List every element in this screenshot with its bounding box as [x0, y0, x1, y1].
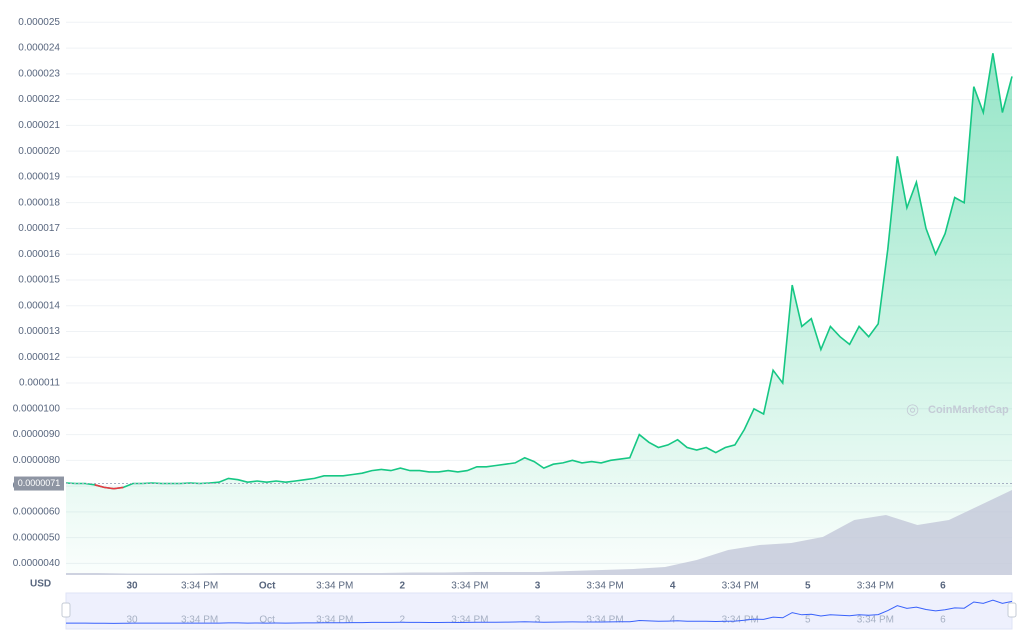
price-area: [66, 53, 1012, 575]
navigator-handle-left[interactable]: [61, 602, 71, 618]
x-tick-label: 3:34 PM: [586, 581, 623, 592]
x-tick-label: Oct: [259, 581, 276, 592]
y-tick-label: 0.000012: [18, 352, 60, 363]
y-tick-label: 0.0000090: [13, 429, 61, 440]
y-tick-label: 0.000015: [18, 275, 60, 286]
x-tick-label: 3:34 PM: [722, 581, 759, 592]
navigator-tick-label: 3:34 PM: [451, 615, 488, 626]
price-line: [65, 53, 1013, 490]
price-line-down: [94, 484, 124, 490]
navigator-tick-label: 2: [400, 615, 406, 626]
baseline-label-box: [14, 476, 64, 491]
y-tick-label: 0.000023: [18, 68, 60, 79]
x-tick-label: 3:34 PM: [316, 581, 353, 592]
x-tick-label: 3: [535, 581, 541, 592]
x-tick-label: 2: [400, 581, 406, 592]
baseline-label: 0.0000071: [18, 478, 61, 488]
y-tick-label: 0.000017: [18, 223, 60, 234]
watermark-icon: ◎: [906, 401, 919, 418]
navigator-line: [66, 599, 1013, 624]
y-tick-label: 0.000016: [18, 249, 60, 260]
navigator-handle-right[interactable]: [1007, 602, 1017, 618]
y-tick-label: 0.000019: [18, 172, 60, 183]
navigator-tick-label: 3:34 PM: [857, 615, 894, 626]
y-tick-label: 0.000022: [18, 94, 60, 105]
plot: [65, 53, 1013, 575]
x-tick-label: 3:34 PM: [451, 581, 488, 592]
navigator-tick-label: 3: [535, 615, 541, 626]
navigator-tick-label: 30: [126, 615, 138, 626]
y-tick-label: 0.0000100: [13, 403, 61, 414]
x-tick-label: 30: [126, 581, 138, 592]
y-tick-label: 0.000025: [18, 17, 60, 28]
x-tick-label: 6: [940, 581, 946, 592]
navigator-tick-label: 3:34 PM: [316, 615, 353, 626]
navigator-tick-label: 5: [805, 615, 811, 626]
x-tick-label: 3:34 PM: [857, 581, 894, 592]
y-tick-label: 0.000020: [18, 146, 60, 157]
volume-area: [66, 490, 1012, 575]
navigator-tick-label: 3:34 PM: [586, 615, 623, 626]
y-tick-label: 0.000013: [18, 326, 60, 337]
y-tick-label: 0.000014: [18, 300, 60, 311]
y-tick-label: 0.0000040: [13, 558, 61, 569]
x-tick-label: 5: [805, 581, 811, 592]
navigator-tick-label: 4: [670, 615, 676, 626]
y-tick-label: 0.000018: [18, 197, 60, 208]
x-tick-label: 4: [670, 581, 676, 592]
navigator-tick-label: 6: [940, 615, 946, 626]
watermark: CoinMarketCap: [928, 404, 1009, 416]
y-tick-label: 0.000011: [19, 378, 60, 389]
x-tick-label: 3:34 PM: [181, 581, 218, 592]
navigator-tick-label: 3:34 PM: [181, 615, 218, 626]
y-tick-label: 0.0000060: [13, 507, 61, 518]
y-tick-label: 0.000021: [18, 120, 60, 131]
currency-label: USD: [30, 579, 51, 590]
y-tick-label: 0.0000050: [13, 532, 61, 543]
y-tick-label: 0.000024: [18, 43, 60, 54]
y-tick-label: 0.0000080: [13, 455, 61, 466]
navigator-tick-label: Oct: [259, 615, 275, 626]
